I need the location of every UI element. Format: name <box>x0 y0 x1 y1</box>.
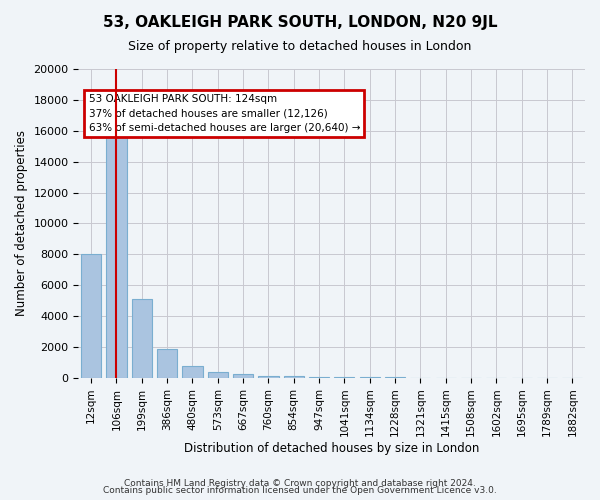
Bar <box>106 118 127 378</box>
Text: 53, OAKLEIGH PARK SOUTH, LONDON, N20 9JL: 53, OAKLEIGH PARK SOUTH, LONDON, N20 9JL <box>103 15 497 30</box>
Bar <box>284 376 304 378</box>
Bar <box>131 299 152 378</box>
Text: Contains HM Land Registry data © Crown copyright and database right 2024.: Contains HM Land Registry data © Crown c… <box>124 478 476 488</box>
Bar <box>81 254 101 378</box>
Bar <box>258 376 278 378</box>
Y-axis label: Number of detached properties: Number of detached properties <box>15 130 28 316</box>
Bar <box>309 376 329 378</box>
Bar <box>208 372 228 378</box>
Text: Contains public sector information licensed under the Open Government Licence v3: Contains public sector information licen… <box>103 486 497 495</box>
Bar <box>182 366 203 378</box>
Text: 53 OAKLEIGH PARK SOUTH: 124sqm
37% of detached houses are smaller (12,126)
63% o: 53 OAKLEIGH PARK SOUTH: 124sqm 37% of de… <box>89 94 360 134</box>
Text: Size of property relative to detached houses in London: Size of property relative to detached ho… <box>128 40 472 53</box>
Bar <box>157 348 177 378</box>
Bar <box>334 377 355 378</box>
X-axis label: Distribution of detached houses by size in London: Distribution of detached houses by size … <box>184 442 479 455</box>
Bar <box>233 374 253 378</box>
